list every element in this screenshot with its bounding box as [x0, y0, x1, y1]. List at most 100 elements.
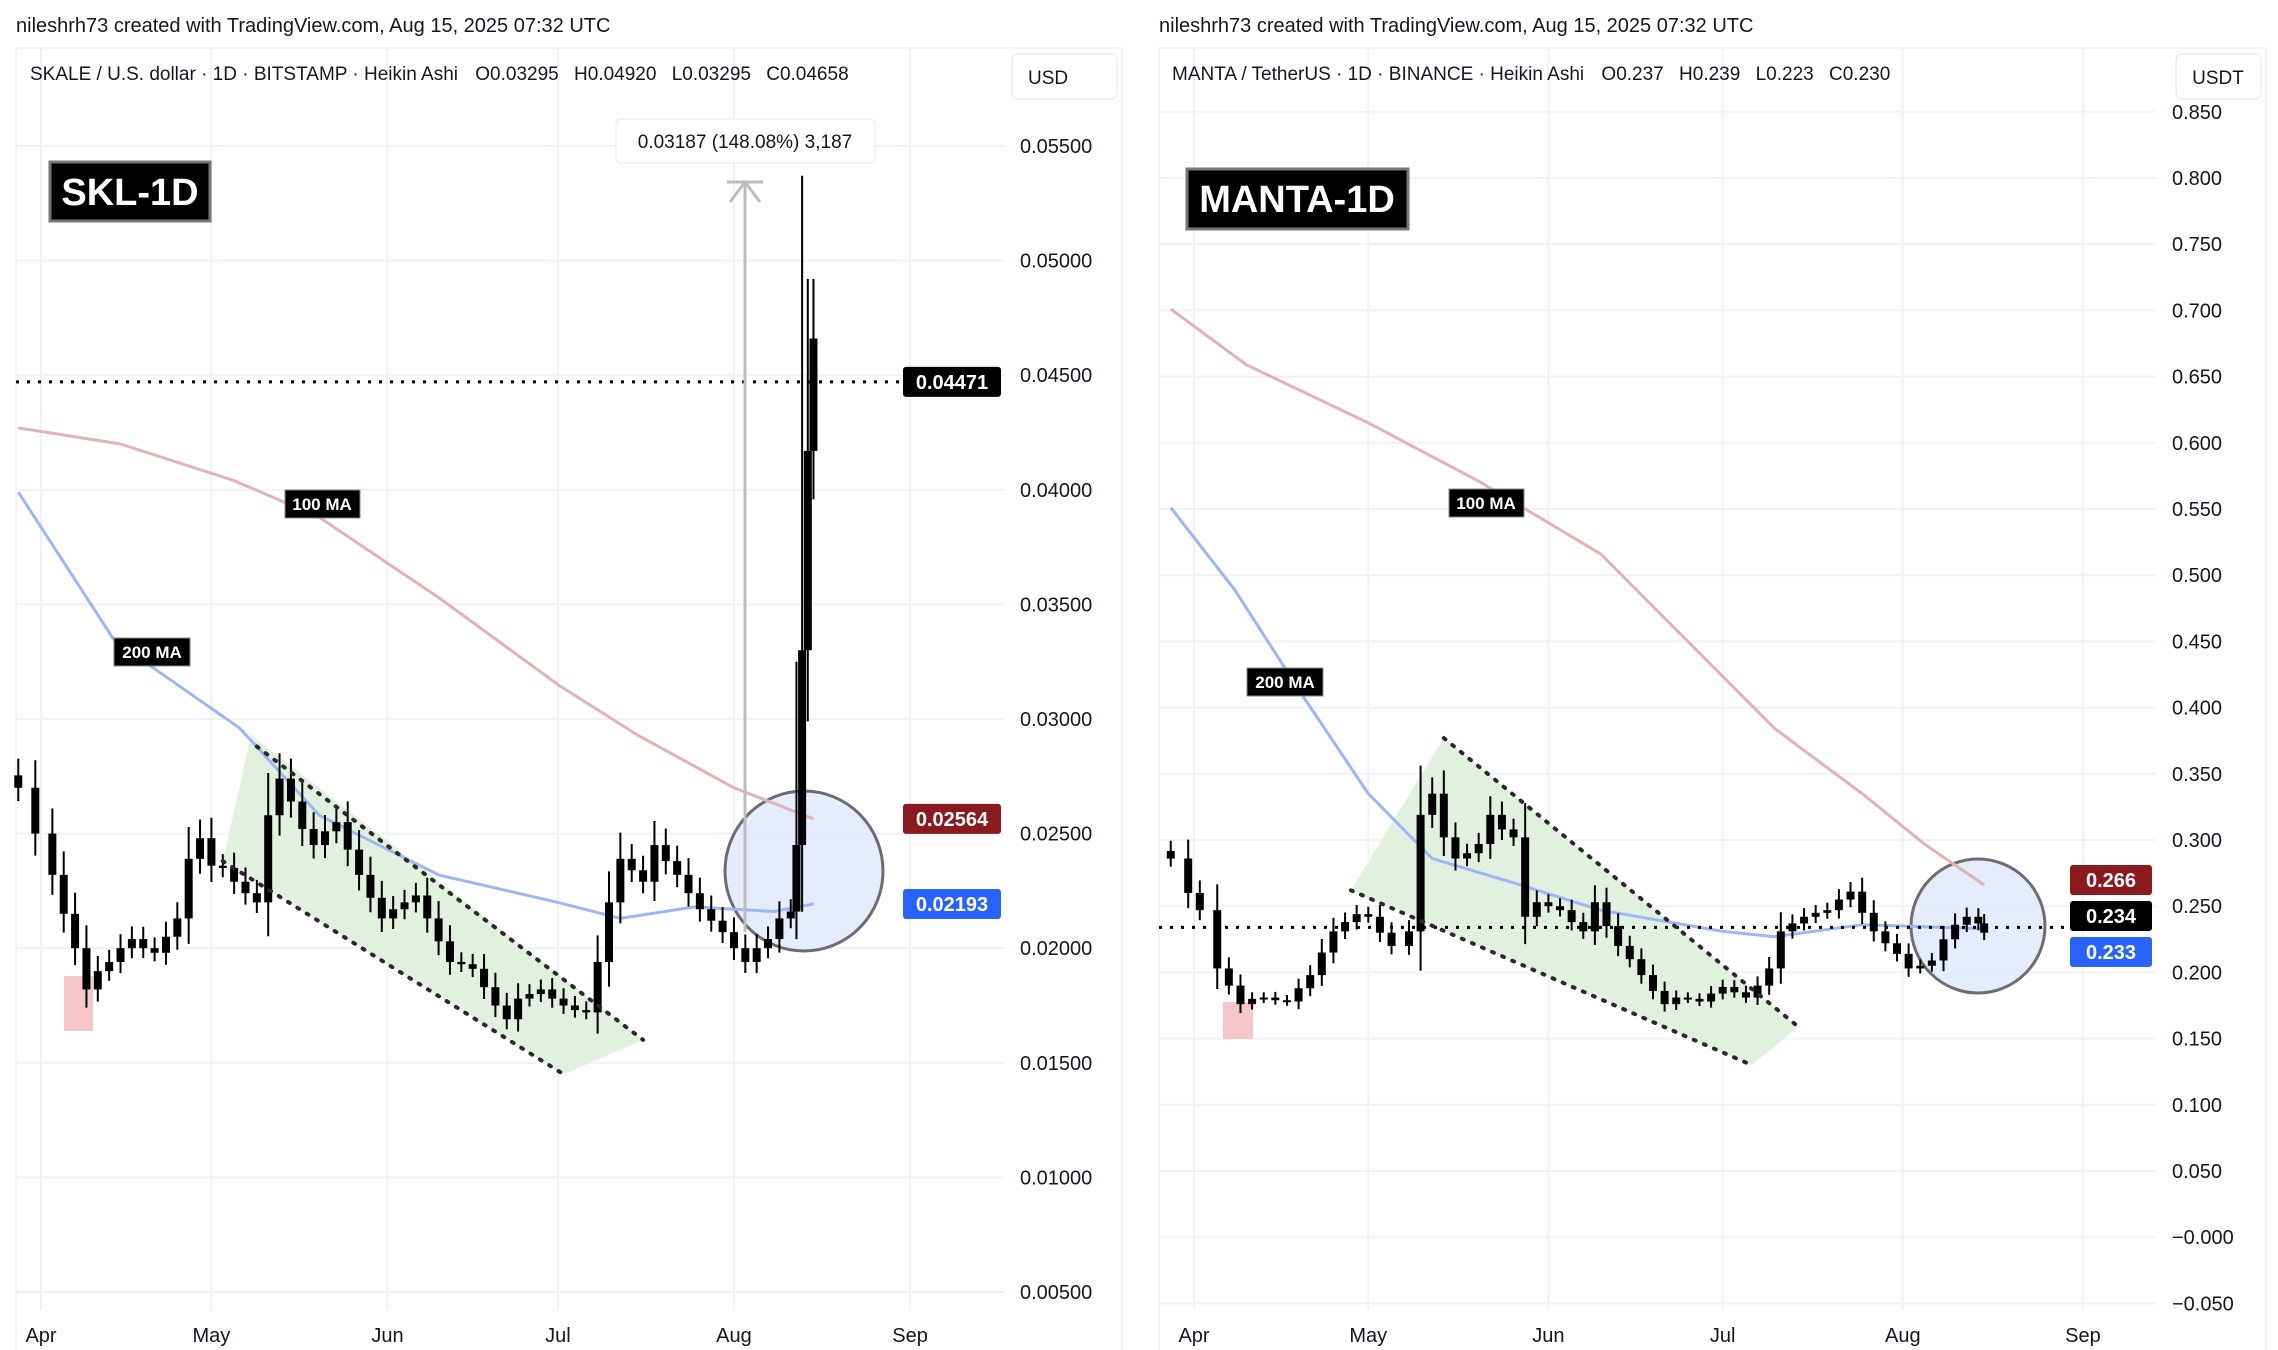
- candle-body: [792, 845, 801, 912]
- candle-body: [1788, 923, 1797, 932]
- candle-body: [741, 948, 750, 962]
- candle-body: [150, 948, 159, 953]
- left-open: O0.03295: [475, 64, 558, 85]
- candle-body: [1317, 952, 1326, 976]
- candle-body: [1439, 793, 1448, 838]
- candle-body: [570, 1005, 579, 1011]
- candle-body: [809, 338, 818, 451]
- date-tick-label: Apr: [25, 1325, 56, 1347]
- candle-body: [661, 845, 670, 862]
- candle-body: [1375, 916, 1384, 933]
- price-tick-label: 0.400: [2172, 698, 2222, 720]
- candle-body: [1195, 892, 1204, 911]
- candle-body: [627, 858, 636, 871]
- candle-body: [309, 829, 318, 846]
- ma200-line: [17, 491, 814, 920]
- candle-body: [491, 987, 500, 1006]
- candle-body: [445, 941, 454, 962]
- right-ma100-label: 100 MA: [1448, 488, 1525, 518]
- price-tick-label: 0.01000: [1020, 1167, 1092, 1189]
- price-tick-label: 0.150: [2172, 1029, 2222, 1051]
- left-chart-panel[interactable]: 0.05500 0.05000 0.04500 0.04000 0.03500 0.030…: [14, 47, 1123, 1350]
- candle-body: [1184, 858, 1193, 893]
- candle-body: [1730, 986, 1739, 993]
- price-tick-label: 0.04000: [1020, 480, 1092, 502]
- candle-body: [71, 913, 80, 949]
- channel-upper-line: [1441, 736, 1801, 1029]
- candle-body: [218, 865, 227, 868]
- left-credit: nileshrh73 created with TradingView.com,…: [16, 15, 610, 37]
- price-tick-label: 0.050: [2172, 1161, 2222, 1183]
- date-tick-label: May: [1349, 1325, 1387, 1347]
- candle-body: [1602, 902, 1611, 927]
- candle-body: [1474, 843, 1483, 854]
- right-currency-button[interactable]: USDT: [2175, 53, 2262, 100]
- price-tick-label: 0.05000: [1020, 251, 1092, 273]
- candle-body: [1271, 997, 1280, 1001]
- candle-body: [1404, 931, 1413, 946]
- left-time-axis[interactable]: Apr May Jun Jul Aug Sep: [25, 1325, 927, 1347]
- candle-body: [1532, 902, 1541, 917]
- price-tag-value: 0.02193: [916, 894, 988, 916]
- candle-body: [14, 775, 23, 788]
- candle-body: [139, 939, 148, 949]
- right-high: H0.239: [1679, 64, 1740, 85]
- left-currency-button[interactable]: USD: [1011, 53, 1118, 100]
- price-tick-label: 0.03000: [1020, 709, 1092, 731]
- candle-body: [116, 948, 125, 962]
- left-low: L0.03295: [672, 64, 751, 85]
- candle-body: [355, 849, 364, 875]
- price-tick-label: 0.300: [2172, 830, 2222, 852]
- candle-body: [1683, 997, 1692, 1000]
- candle-body: [1463, 853, 1472, 859]
- candle-body: [1916, 965, 1925, 969]
- candle-body: [1341, 922, 1350, 932]
- candle-body: [1521, 837, 1530, 917]
- left-price-axis[interactable]: 0.05500 0.05000 0.04500 0.04000 0.03500 0.030…: [1020, 136, 1092, 1304]
- candle-body: [1625, 945, 1634, 960]
- candle-body: [321, 831, 329, 846]
- candle-body: [1294, 988, 1303, 1002]
- right-time-axis[interactable]: Apr May Jun Jul Aug Sep: [1178, 1325, 2100, 1347]
- candle-body: [752, 948, 761, 962]
- price-tick-label: 0.02000: [1020, 938, 1092, 960]
- candle-body: [411, 895, 420, 903]
- left-ma100-label: 100 MA: [284, 489, 361, 519]
- channel-lower-line: [220, 859, 566, 1077]
- candle-body: [650, 845, 659, 882]
- candle-body: [1282, 1000, 1291, 1003]
- candle-body: [525, 994, 534, 999]
- right-chart-panel[interactable]: 0.850 0.800 0.750 0.700 0.650 0.600 0.550 0.500…: [1158, 47, 2267, 1350]
- price-tag-value: 0.04471: [916, 372, 988, 394]
- price-tick-label: 0.600: [2172, 433, 2222, 455]
- price-tick-label: 0.750: [2172, 234, 2222, 256]
- left-title-badge: SKL-1D: [48, 160, 212, 223]
- date-tick-label: Jul: [1710, 1325, 1736, 1347]
- low-zone-highlight: [1223, 1002, 1253, 1039]
- right-symbol-legend: MANTA / TetherUS · 1D · BINANCE · Heikin…: [1172, 64, 1890, 85]
- price-tick-label: 0.01500: [1020, 1053, 1092, 1075]
- candle-body: [48, 833, 57, 875]
- ma200-line: [1169, 506, 1985, 939]
- candle-body: [1927, 960, 1936, 966]
- right-price-axis[interactable]: 0.850 0.800 0.750 0.700 0.650 0.600 0.550 0.500…: [2172, 102, 2234, 1316]
- candle-body: [389, 909, 398, 919]
- candle-body: [105, 961, 114, 972]
- price-tick-label: 0.700: [2172, 300, 2222, 322]
- right-badge-text: MANTA-1D: [1199, 179, 1395, 221]
- candle-body: [1224, 968, 1233, 986]
- candle-body: [161, 936, 170, 953]
- candle-body: [1707, 993, 1716, 1002]
- left-ma200-text: 200 MA: [122, 643, 182, 662]
- price-tag: [2070, 865, 2152, 895]
- date-tick-label: Jul: [545, 1325, 571, 1347]
- candle-body: [468, 964, 477, 969]
- candle-body: [82, 948, 91, 990]
- right-price-tags: 0.266 0.234 0.233: [2070, 865, 2152, 967]
- candle-body: [514, 998, 523, 1020]
- left-annotations-over: [16, 180, 1005, 1077]
- candle-body: [423, 895, 432, 919]
- candle-body: [59, 874, 68, 914]
- candle-body: [536, 989, 545, 995]
- candle-body: [559, 998, 568, 1006]
